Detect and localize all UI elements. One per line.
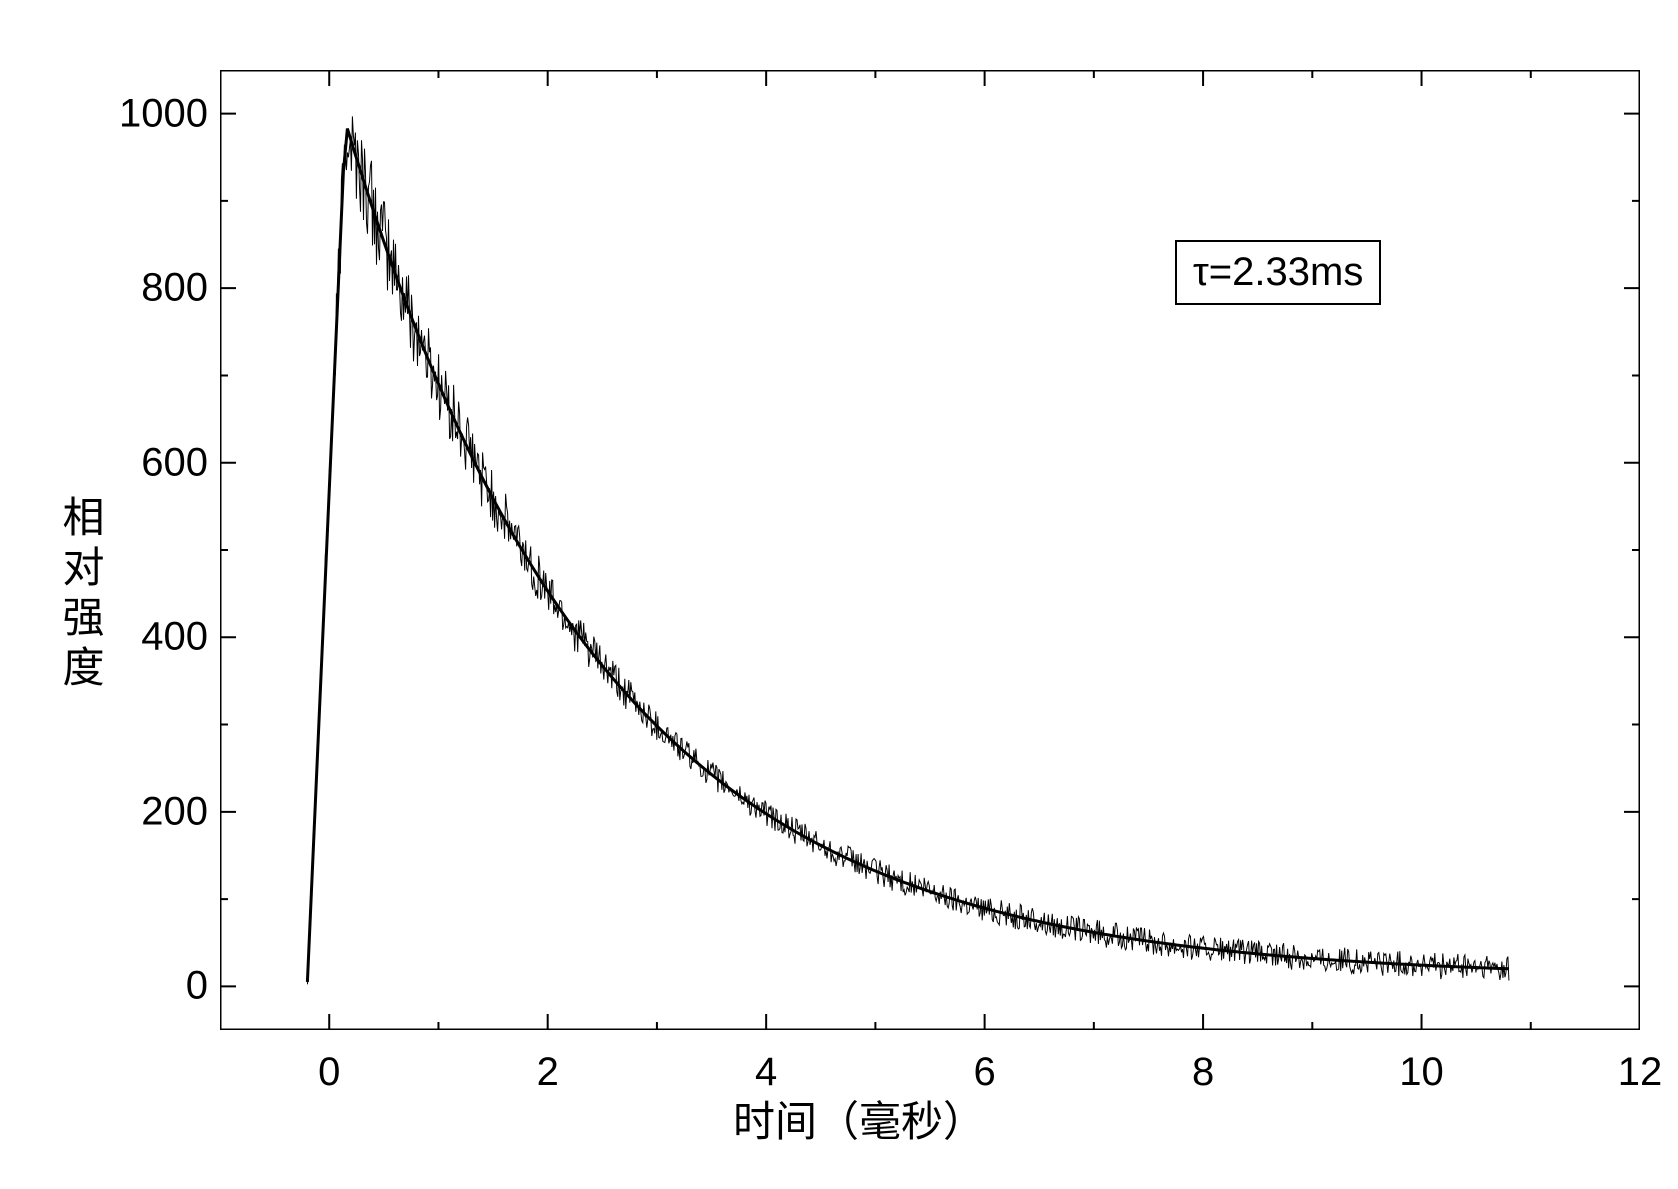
y-tick-label: 200 — [141, 789, 208, 834]
y-tick-label: 0 — [186, 964, 208, 1009]
y-tick-label: 400 — [141, 615, 208, 660]
y-axis-label: 相对强度 — [50, 495, 111, 695]
x-tick-label: 10 — [1399, 1050, 1444, 1095]
x-tick-label: 2 — [537, 1050, 559, 1095]
x-tick-label: 6 — [973, 1050, 995, 1095]
x-tick-label: 0 — [318, 1050, 340, 1095]
decay-trace-smooth — [307, 129, 1509, 983]
plot-area — [220, 70, 1640, 1030]
decay-trace-noisy — [307, 116, 1509, 984]
y-tick-label: 800 — [141, 266, 208, 311]
x-tick-label: 8 — [1192, 1050, 1214, 1095]
y-tick-label: 1000 — [119, 91, 208, 136]
chart-container: 相对强度 时间（毫秒） τ=2.33ms 02004006008001000 0… — [20, 20, 1678, 1169]
x-tick-label: 4 — [755, 1050, 777, 1095]
x-tick-label: 12 — [1618, 1050, 1663, 1095]
y-tick-label: 600 — [141, 440, 208, 485]
plot-border — [220, 70, 1640, 1030]
x-axis-label: 时间（毫秒） — [733, 1088, 985, 1149]
axis-ticks — [220, 70, 1640, 1030]
